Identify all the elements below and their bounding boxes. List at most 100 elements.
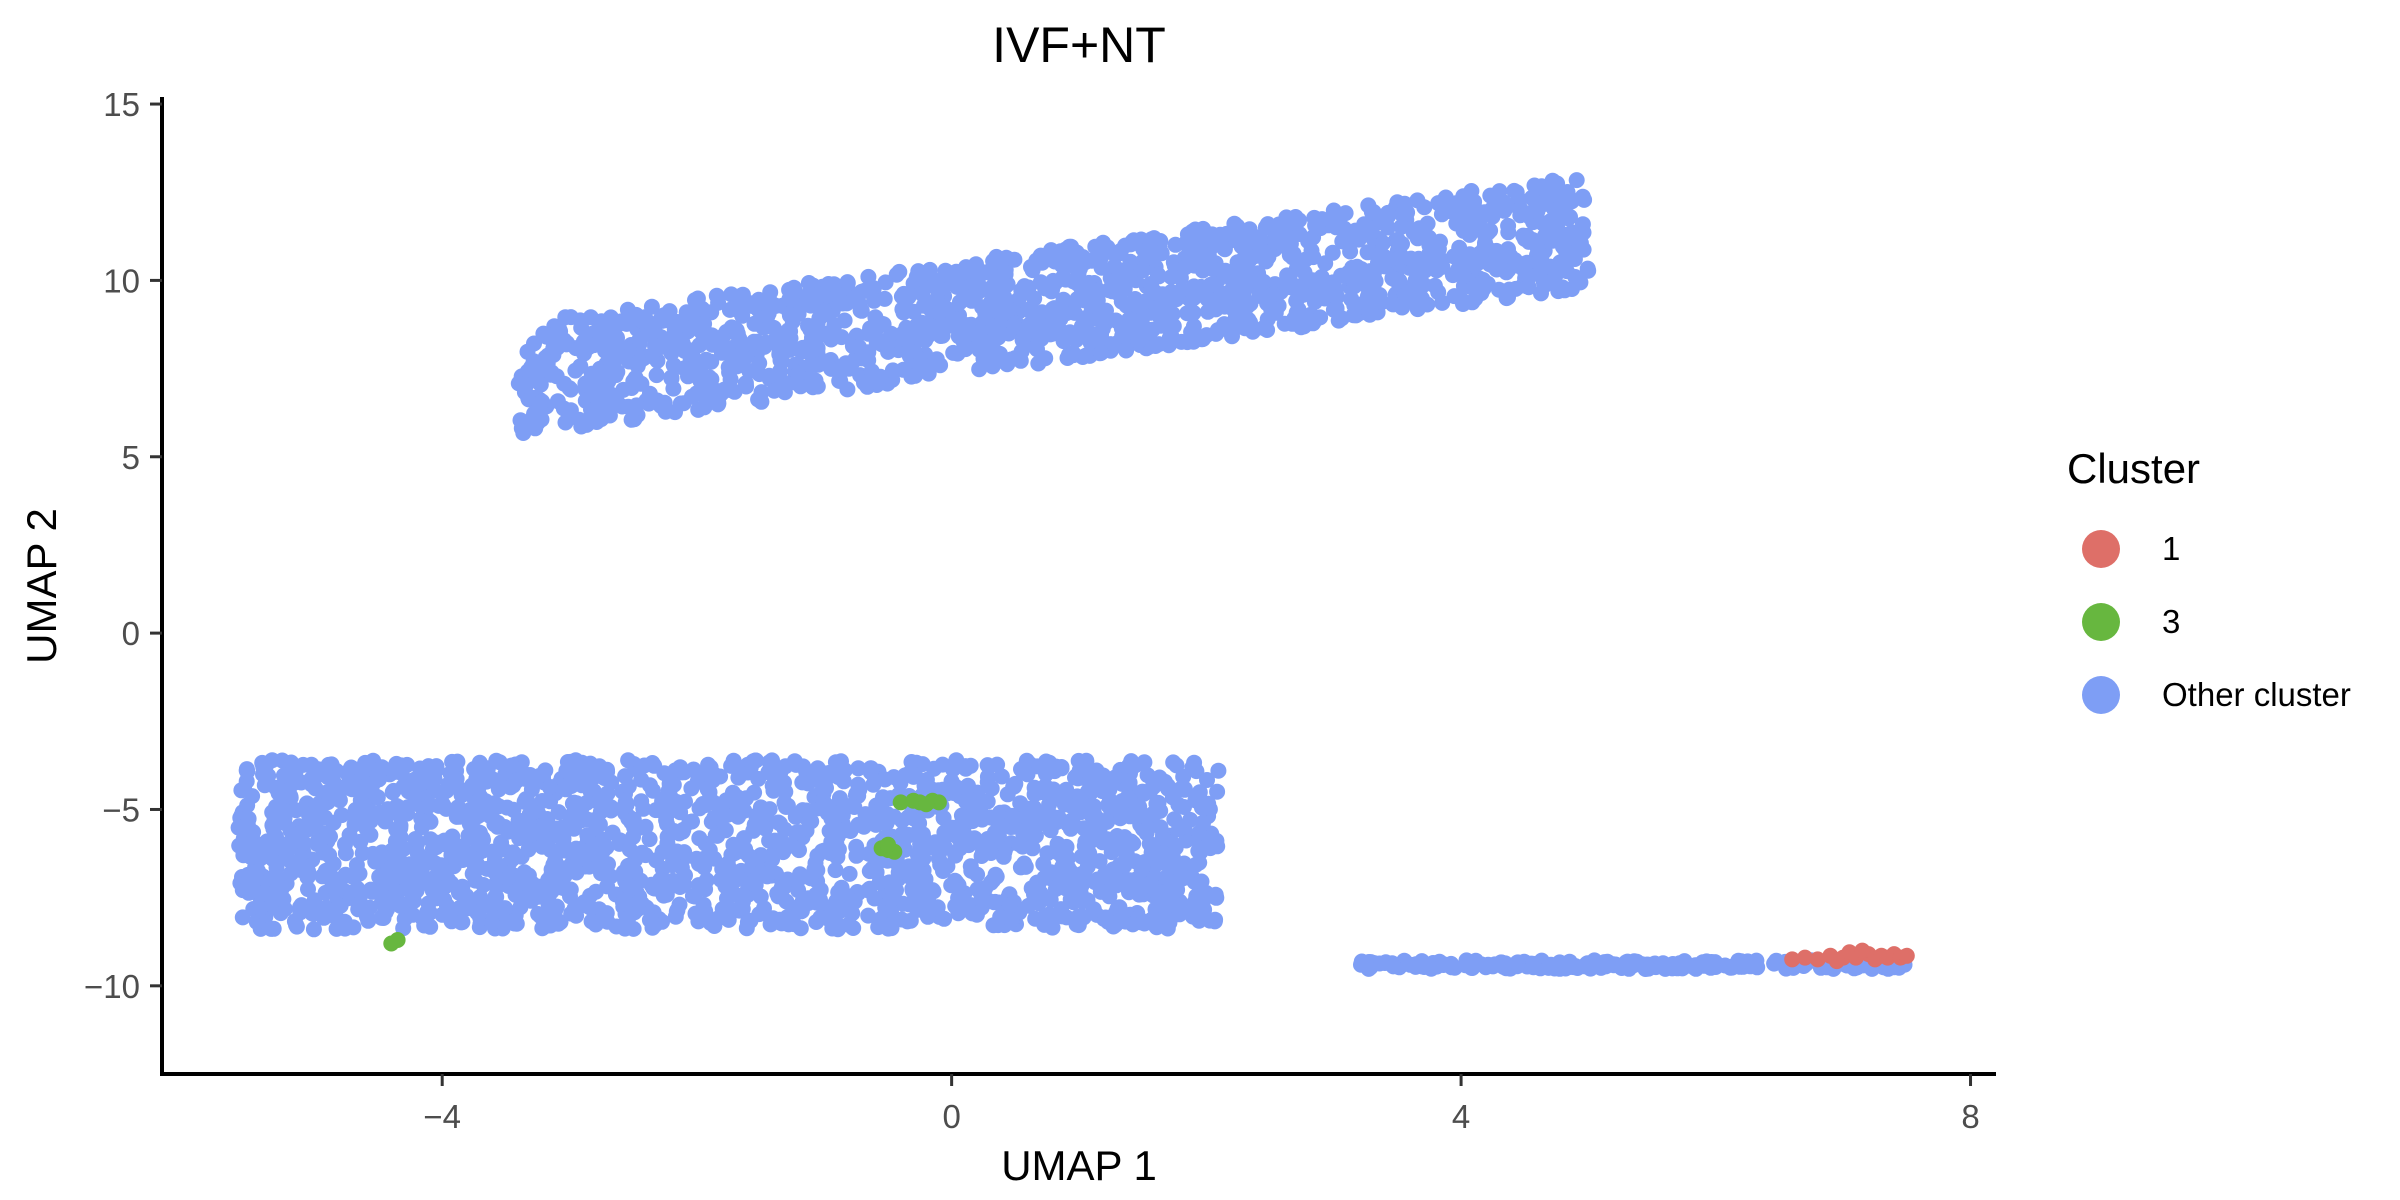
scatter-point-other [1199,290,1216,307]
scatter-point-other [582,309,599,326]
scatter-point-other [1205,261,1222,278]
x-tick-label: 0 [942,1098,960,1135]
scatter-points [230,172,1915,977]
scatter-point-other [1430,241,1447,257]
scatter-point-other [1286,278,1303,294]
scatter-point-other [1506,182,1523,199]
scatter-point-other [795,341,812,358]
scatter-point-other [1137,293,1154,310]
scatter-point-other [751,906,768,923]
scatter-point-other [554,819,571,836]
scatter-point-other [572,358,589,375]
scatter-point-other [516,864,533,881]
scatter-point-other [598,905,615,922]
scatter-point-other [1419,215,1436,232]
scatter-point-other [608,337,625,354]
scatter-point-other [948,278,965,295]
scatter-point-other [1202,276,1219,293]
scatter-point-other [1187,242,1204,259]
scatter-point-other [1072,792,1089,809]
scatter-point-other [530,906,547,922]
scatter-point-other [282,788,299,805]
scatter-point-other [317,784,334,801]
scatter-point-other [1421,229,1437,246]
scatter-point-other [621,841,638,858]
scatter-point-other [723,286,740,303]
scatter-point-other [1520,279,1537,296]
scatter-point-other [598,839,615,856]
scatter-point-other [626,819,643,836]
scatter-point-other [518,377,534,394]
scatter-point-other [792,866,808,883]
scatter-point-other [975,843,991,860]
scatter-point-other [809,862,826,879]
scatter-point-other [652,871,669,888]
scatter-point-other [371,804,388,821]
scatter-point-other [811,286,827,303]
scatter-point-other [1093,345,1109,361]
scatter-point-other [1071,884,1088,901]
scatter-point-other [1041,906,1058,923]
scatter-point-other [1300,233,1317,250]
scatter-point-other [1287,209,1304,225]
scatter-point-other [420,798,436,815]
scatter-point-other [637,818,654,835]
scatter-point-other [484,915,500,931]
scatter-point-other [479,860,495,877]
scatter-point-other [1384,296,1401,313]
scatter-point-other [537,762,554,779]
scatter-point-other [1015,826,1032,842]
scatter-point-other [687,292,703,309]
scatter-point-other [1346,297,1363,314]
scatter-point-other [1043,864,1060,881]
scatter-point-other [879,806,896,822]
scatter-point-other [648,367,665,384]
scatter-point-other [692,358,709,375]
scatter-point-other [1147,338,1164,354]
scatter-point-other [884,362,901,379]
scatter-point-other [1073,908,1090,924]
scatter-point-other [774,378,791,395]
scatter-point-other [661,303,678,320]
scatter-point-other [240,873,257,890]
scatter-point-other [245,824,262,841]
scatter-point-other [990,816,1007,833]
scatter-point-other [1498,290,1515,307]
scatter-point-other [1060,860,1077,876]
scatter-point-other [993,306,1010,323]
scatter-point-other [833,329,850,346]
scatter-point-other [1707,959,1724,975]
scatter-point-other [375,906,392,923]
scatter-point-other [850,776,867,793]
scatter-point-other [631,893,648,910]
scatter-point-other [427,782,444,799]
legend-swatch-3 [2082,603,2120,641]
scatter-point-other [763,847,780,864]
y-tick-label: 10 [103,262,140,299]
scatter-point-other [1150,267,1167,284]
scatter-point-other [1305,249,1322,266]
scatter-point-other [305,921,322,938]
scatter-point-other [1084,333,1101,350]
scatter-point-other [520,841,537,858]
scatter-point-other [1063,248,1080,265]
scatter-point-other [1474,274,1490,291]
scatter-point-other [300,881,316,898]
scatter-point-other [777,783,794,800]
scatter-point-other [1343,227,1360,244]
scatter-point-other [1134,262,1151,279]
scatter-point-other [262,838,279,854]
scatter-point-other [790,824,807,841]
scatter-point-other [868,864,885,881]
scatter-point-other [860,325,877,342]
scatter-point-other [1116,829,1133,846]
scatter-point-other [1533,259,1550,276]
scatter-point-other [768,329,785,346]
scatter-point-other [576,894,593,911]
scatter-point-other [779,798,796,815]
scatter-point-other [1055,333,1072,350]
scatter-point-other [304,905,320,922]
scatter-point-other [1533,285,1549,302]
scatter-point-other [1344,259,1361,276]
scatter-point-other [792,920,809,937]
